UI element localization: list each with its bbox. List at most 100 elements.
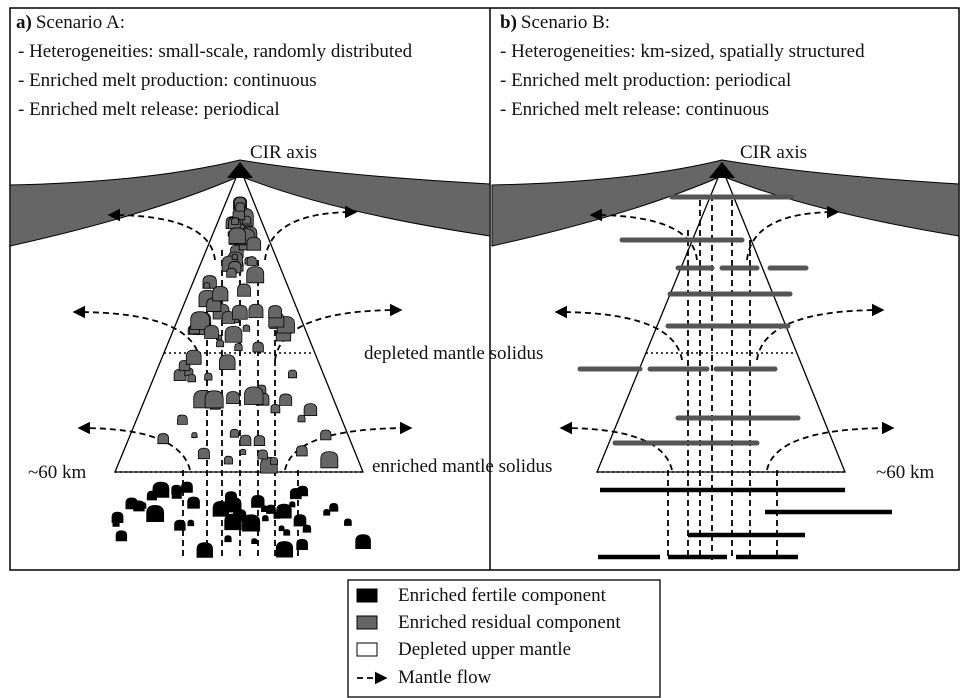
legend-label: Depleted upper mantle	[398, 639, 571, 660]
axis-label: CIR axis	[740, 142, 807, 163]
mantle-flow	[746, 205, 840, 261]
heterogeneity	[204, 390, 224, 409]
heterogeneity	[226, 391, 240, 405]
lithosphere	[491, 159, 960, 247]
mantle-flow	[766, 421, 895, 471]
heterogeneity	[275, 541, 294, 558]
panel-line: - Enriched melt production: continuous	[18, 70, 317, 91]
solidus-label: depleted mantle solidus	[364, 343, 543, 364]
heterogeneity	[244, 386, 264, 405]
panel-line: - Heterogeneities: km-sized, spatially s…	[500, 41, 865, 62]
heterogeneity	[239, 448, 247, 455]
heterogeneity	[237, 283, 251, 297]
heterogeneity	[224, 325, 243, 343]
heterogeneity	[157, 433, 169, 445]
panel-line: - Enriched melt production: periodical	[500, 70, 791, 91]
heterogeneity	[223, 455, 233, 465]
heterogeneity	[242, 324, 251, 332]
heterogeneity	[197, 447, 210, 460]
heterogeneity	[174, 519, 186, 531]
heterogeneity	[185, 349, 202, 365]
heterogeneity	[181, 481, 193, 493]
heterogeneity	[344, 518, 352, 526]
heterogeneity	[203, 282, 211, 289]
heterogeneity	[187, 496, 200, 509]
heterogeneity	[303, 403, 318, 417]
axis-marker	[709, 162, 735, 178]
heterogeneity	[283, 529, 291, 536]
heterogeneity	[212, 286, 229, 302]
depth-label: ~60 km	[28, 462, 87, 483]
heterogeneity	[297, 414, 306, 423]
heterogeneity	[231, 253, 238, 260]
heterogeneity	[289, 501, 296, 508]
mantle-flow	[77, 421, 191, 471]
panel-title: Scenario A:	[36, 12, 125, 33]
mantle-flow	[756, 303, 885, 361]
heterogeneity	[231, 304, 248, 320]
legend-label: Enriched fertile component	[398, 585, 607, 606]
heterogeneity	[226, 267, 237, 278]
panel-label: b)	[500, 12, 517, 33]
heterogeneity	[297, 485, 309, 497]
heterogeneity	[320, 429, 332, 441]
panel-line: - Heterogeneities: small-scale, randomly…	[18, 41, 413, 62]
mantle-flow	[264, 205, 358, 261]
heterogeneity	[246, 236, 262, 251]
heterogeneity	[171, 489, 182, 499]
mantle-flow	[589, 208, 698, 261]
heterogeneity	[233, 509, 247, 522]
mantle-flow	[554, 305, 683, 361]
heterogeneity	[323, 508, 331, 516]
heterogeneity	[204, 325, 219, 339]
heterogeneity	[196, 542, 213, 558]
axis-marker	[227, 162, 253, 178]
heterogeneity	[293, 514, 307, 527]
heterogeneity	[270, 457, 278, 465]
heterogeneity	[253, 435, 266, 446]
mantle-flow	[559, 421, 673, 471]
heterogeneity	[190, 311, 210, 330]
heterogeneity	[112, 520, 120, 527]
heterogeneity	[173, 368, 187, 382]
depth-label: ~60 km	[876, 462, 935, 483]
heterogeneity	[204, 372, 213, 381]
heterogeneity	[229, 428, 239, 438]
heterogeneity	[146, 490, 157, 501]
heterogeneity	[270, 403, 281, 414]
legend-box	[347, 579, 661, 698]
heterogeneity	[329, 502, 339, 512]
panel-label: a)	[16, 12, 32, 33]
heterogeneity	[216, 339, 225, 348]
heterogeneity	[279, 393, 293, 406]
heterogeneity	[111, 511, 124, 524]
heterogeneity	[133, 503, 141, 511]
heterogeneity	[152, 481, 170, 498]
heterogeneity	[177, 414, 188, 425]
legend-swatch	[356, 642, 378, 657]
heterogeneity	[257, 449, 268, 460]
melting-triangle	[596, 166, 846, 473]
panel-title: Scenario B:	[521, 12, 610, 33]
mantle-flow	[72, 305, 201, 361]
heterogeneity	[235, 202, 246, 212]
melting-triangle	[114, 166, 364, 473]
heterogeneity	[262, 515, 269, 522]
heterogeneity	[252, 341, 264, 353]
heterogeneity	[251, 538, 258, 545]
mantle-flow	[284, 421, 413, 471]
panel-header: a) Scenario A:	[16, 12, 125, 33]
frame	[9, 7, 960, 571]
heterogeneity	[251, 494, 265, 508]
heterogeneity	[355, 534, 371, 550]
drawing	[9, 159, 960, 560]
legend-label: Mantle flow	[398, 667, 492, 688]
heterogeneity	[296, 445, 308, 457]
legend-swatch	[356, 615, 378, 630]
heterogeneity	[139, 501, 147, 509]
solidus-label: enriched mantle solidus	[372, 456, 552, 477]
heterogeneity	[146, 505, 165, 522]
heterogeneity	[278, 525, 285, 532]
heterogeneity	[276, 503, 292, 519]
